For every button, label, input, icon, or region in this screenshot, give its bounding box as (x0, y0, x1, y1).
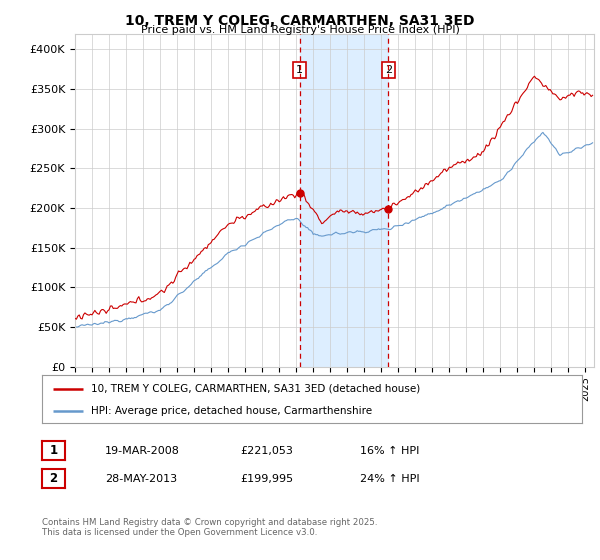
Text: 28-MAY-2013: 28-MAY-2013 (105, 474, 177, 484)
Text: 2: 2 (49, 472, 58, 486)
Text: 10, TREM Y COLEG, CARMARTHEN, SA31 3ED (detached house): 10, TREM Y COLEG, CARMARTHEN, SA31 3ED (… (91, 384, 420, 394)
Text: 1: 1 (296, 66, 303, 75)
Text: 16% ↑ HPI: 16% ↑ HPI (360, 446, 419, 456)
Text: 24% ↑ HPI: 24% ↑ HPI (360, 474, 419, 484)
Bar (300, 34, 388, 367)
Text: 10, TREM Y COLEG, CARMARTHEN, SA31 3ED: 10, TREM Y COLEG, CARMARTHEN, SA31 3ED (125, 14, 475, 28)
Text: £199,995: £199,995 (240, 474, 293, 484)
Text: Price paid vs. HM Land Registry's House Price Index (HPI): Price paid vs. HM Land Registry's House … (140, 25, 460, 35)
Text: HPI: Average price, detached house, Carmarthenshire: HPI: Average price, detached house, Carm… (91, 406, 372, 416)
Text: 19-MAR-2008: 19-MAR-2008 (105, 446, 180, 456)
Text: Contains HM Land Registry data © Crown copyright and database right 2025.
This d: Contains HM Land Registry data © Crown c… (42, 518, 377, 538)
Text: 1: 1 (49, 444, 58, 458)
Text: 2: 2 (385, 66, 392, 75)
Text: £221,053: £221,053 (240, 446, 293, 456)
